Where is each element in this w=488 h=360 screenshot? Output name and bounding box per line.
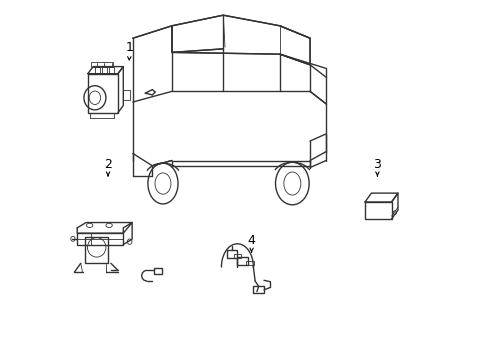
- Bar: [91, 62, 112, 67]
- Text: 2: 2: [104, 158, 112, 171]
- Bar: [95, 67, 100, 74]
- Bar: [123, 90, 129, 100]
- Bar: [226, 250, 237, 258]
- Bar: [237, 257, 247, 265]
- Text: 1: 1: [125, 41, 133, 54]
- Bar: [364, 202, 391, 219]
- Text: 4: 4: [247, 234, 255, 247]
- Bar: [109, 67, 114, 74]
- Bar: [154, 267, 162, 274]
- Bar: [246, 261, 254, 265]
- Bar: [233, 254, 241, 258]
- Bar: [88, 74, 118, 113]
- Text: 3: 3: [373, 158, 381, 171]
- Bar: [102, 67, 107, 74]
- Bar: [77, 233, 123, 244]
- Bar: [85, 237, 108, 263]
- Bar: [253, 285, 264, 293]
